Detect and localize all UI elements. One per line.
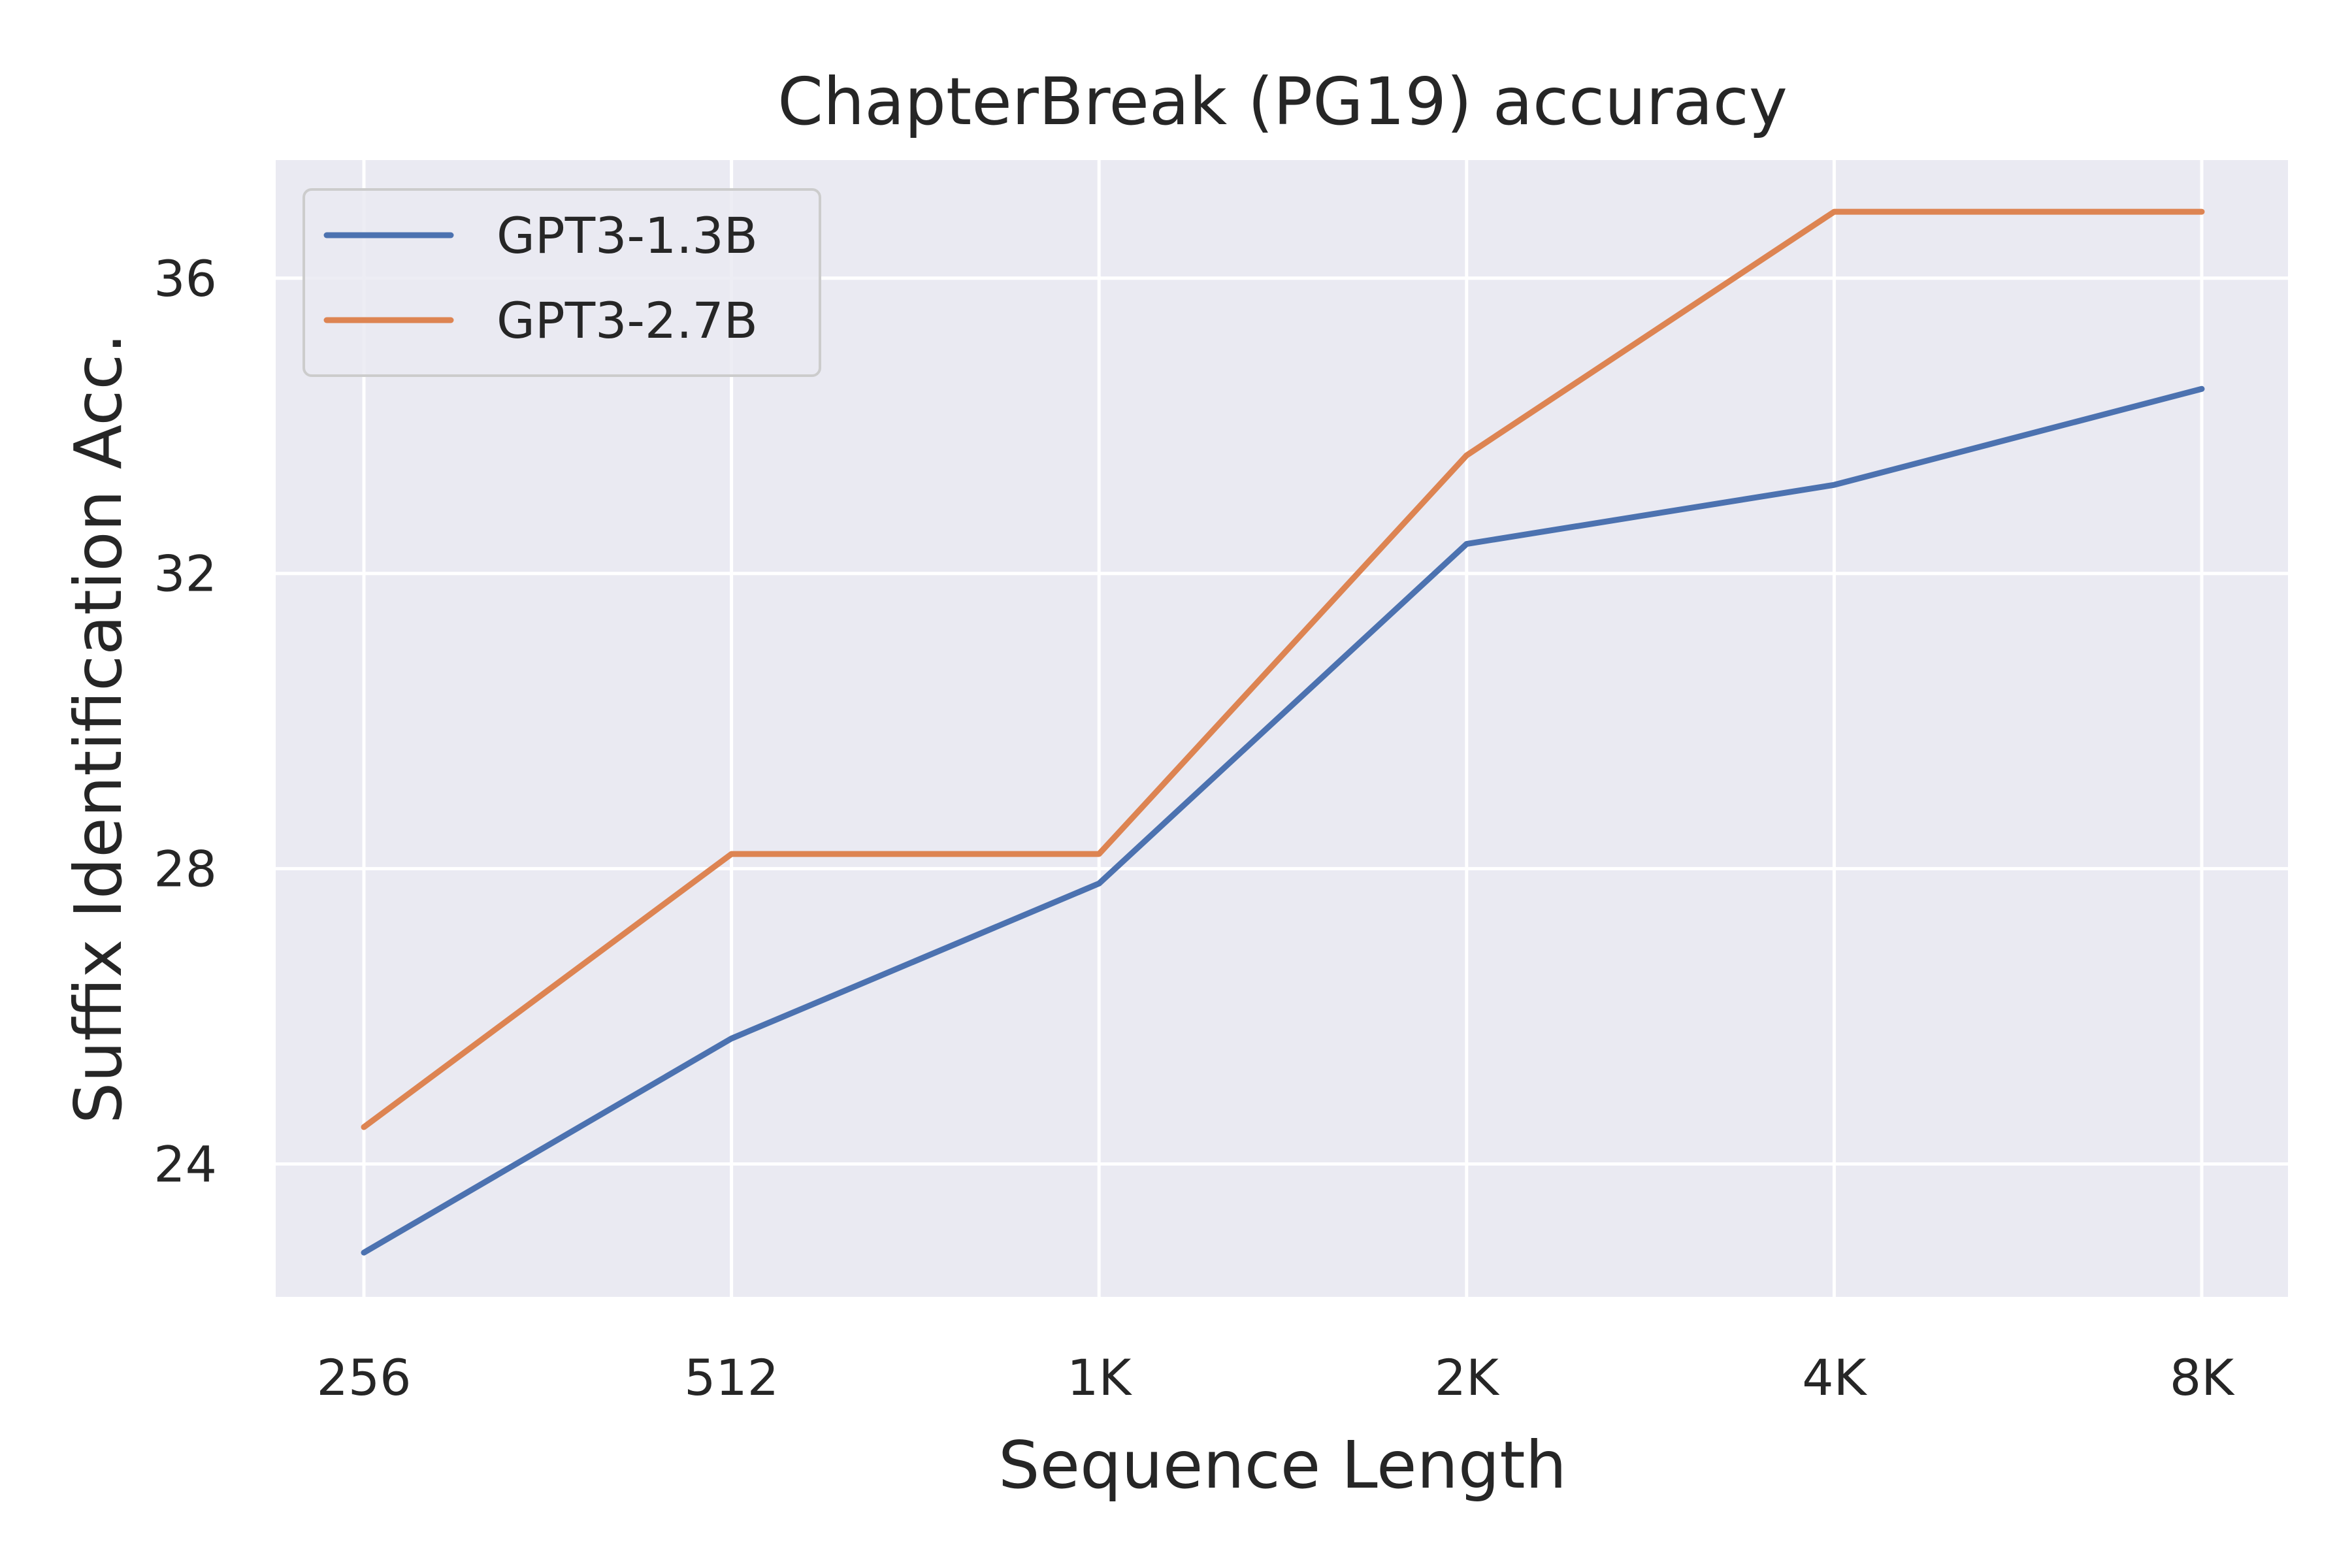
y-tick-label: 24	[154, 1135, 217, 1194]
legend-label: GPT3-2.7B	[497, 291, 758, 350]
legend: GPT3-1.3B GPT3-2.7B	[302, 188, 821, 377]
x-tick-label: 256	[316, 1348, 411, 1407]
y-tick-label: 36	[154, 250, 217, 308]
chart-title: ChapterBreak (PG19) accuracy	[777, 63, 1788, 140]
x-tick-label: 4K	[1802, 1348, 1867, 1407]
y-axis-label: Suffix Identification Acc.	[60, 333, 137, 1124]
series-line	[361, 208, 2205, 1130]
x-axis-label: Sequence Length	[998, 1427, 1567, 1503]
x-tick-label: 8K	[2170, 1348, 2235, 1407]
x-tick-label: 512	[684, 1348, 779, 1407]
series-line	[361, 385, 2205, 1256]
series-layer	[361, 208, 2205, 1256]
y-tick-label: 28	[154, 840, 217, 898]
x-tick-label: 2K	[1435, 1348, 1500, 1407]
y-tick-labels: 24 28 32 36	[154, 250, 217, 1194]
x-tick-labels: 256 512 1K 2K 4K 8K	[316, 1348, 2235, 1407]
legend-label: GPT3-1.3B	[497, 206, 758, 265]
x-tick-label: 1K	[1067, 1348, 1132, 1407]
y-tick-label: 32	[154, 545, 217, 603]
grid-lines	[276, 160, 2288, 1297]
